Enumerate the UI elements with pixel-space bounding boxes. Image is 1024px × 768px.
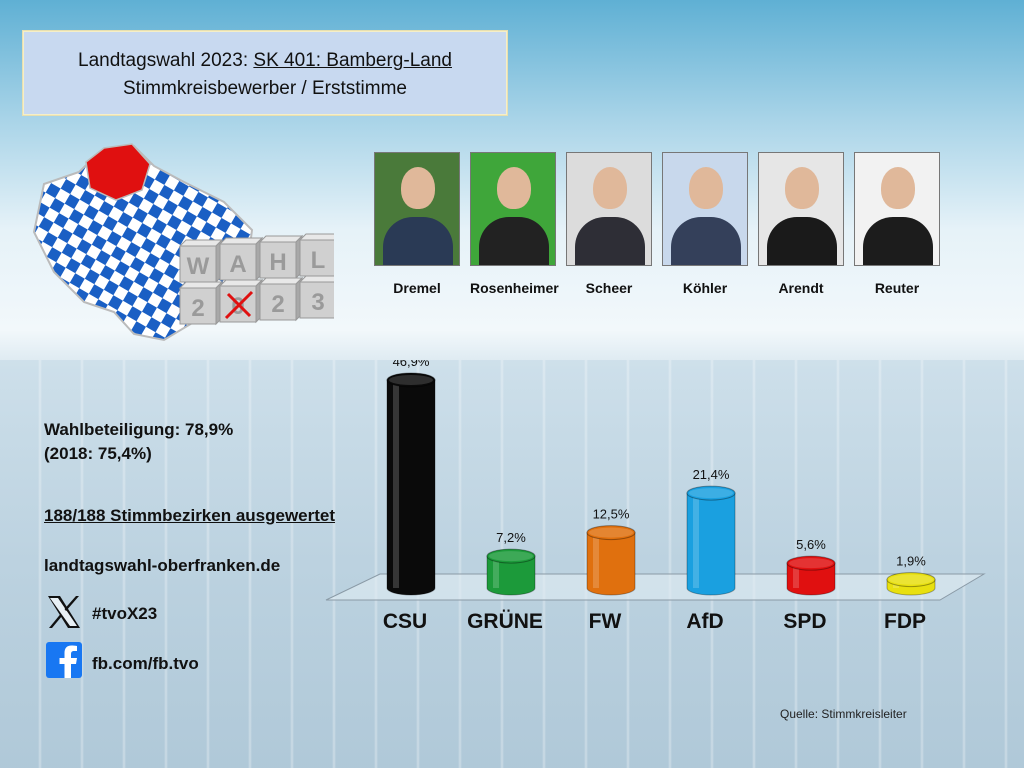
logo-cube-letter: 2 — [191, 295, 204, 322]
title-prefix: Landtagswahl 2023: — [78, 50, 254, 71]
source-note: Quelle: Stimmkreisleiter — [780, 707, 907, 721]
candidate-photo — [854, 152, 940, 266]
districts-status: 188/188 Stimmbezirken ausgewertet — [44, 506, 336, 525]
website-link[interactable]: landtagswahl-oberfranken.de — [44, 556, 281, 575]
candidate-name: Rosenheimer — [470, 280, 559, 296]
wahl-cubes: W A H L2 0 2 3 — [178, 233, 334, 326]
logo-cube-letter: 3 — [311, 289, 324, 316]
logo-cube-letter: A — [229, 251, 246, 278]
value-label: 46,9% — [393, 360, 430, 369]
category-label: SPD — [783, 610, 826, 633]
bavaria-map-logo: W A H L2 0 2 3 — [32, 143, 334, 342]
bar-spd — [786, 555, 836, 596]
title-box: Landtagswahl 2023: SK 401: Bamberg-Land … — [22, 30, 508, 116]
candidate-card: Arendt — [758, 152, 844, 296]
bar-grüne — [486, 548, 536, 596]
value-label: 21,4% — [693, 467, 730, 482]
bar-afd — [686, 485, 736, 596]
logo-cube-letter: H — [269, 249, 286, 276]
facebook-handle[interactable]: fb.com/fb.tvo — [92, 654, 199, 673]
page-title: Landtagswahl 2023: SK 401: Bamberg-Land — [23, 47, 507, 75]
candidate-name: Köhler — [682, 280, 728, 296]
results-chart: 46,9% CSU 7,2% GRÜNE 12,5% FW 21,4% AfD 5,6% SPD 1… — [325, 360, 986, 633]
value-label: 1,9% — [896, 554, 926, 569]
logo-cube: 0 — [218, 278, 264, 324]
x-handle[interactable]: #tvoX23 — [92, 604, 158, 623]
bar-fw — [586, 525, 636, 596]
category-label: FW — [589, 610, 622, 633]
logo-cube: A — [218, 236, 264, 282]
candidate-photo — [662, 152, 748, 266]
logo-cube-letter: L — [311, 247, 326, 274]
category-label: FDP — [884, 610, 926, 633]
candidate-name: Dremel — [393, 280, 441, 296]
value-label: 5,6% — [796, 537, 826, 552]
logo-cube: 3 — [298, 275, 334, 319]
candidate-photo — [470, 152, 556, 266]
bar-csu — [386, 372, 436, 596]
category-label: GRÜNE — [467, 610, 543, 633]
candidate-card: Köhler — [662, 152, 748, 296]
category-label: CSU — [383, 610, 427, 633]
turnout-block: Wahlbeteiligung: 78,9% (2018: 75,4%) — [44, 418, 233, 466]
value-label: 12,5% — [593, 507, 630, 522]
candidate-card: Scheer — [566, 152, 652, 296]
candidate-photo — [566, 152, 652, 266]
candidate-name: Arendt — [778, 280, 824, 296]
oberfranken-region — [85, 143, 151, 201]
ballot-cross-icon — [224, 290, 254, 320]
value-label: 7,2% — [496, 530, 526, 545]
logo-cube-letter: 2 — [271, 291, 284, 318]
candidate-photo — [374, 152, 460, 266]
bar-fdp — [886, 572, 936, 596]
category-label: AfD — [686, 610, 723, 633]
candidate-card: Rosenheimer — [470, 152, 559, 296]
candidate-card: Dremel — [374, 152, 460, 296]
page-subtitle: Stimmkreisbewerber / Erststimme — [123, 78, 407, 99]
facebook-icon[interactable] — [46, 642, 82, 678]
turnout-previous: (2018: 75,4%) — [44, 444, 152, 463]
candidate-name: Scheer — [585, 280, 633, 296]
logo-cube: H — [258, 234, 304, 280]
turnout-text: Wahlbeteiligung: 78,9% — [44, 420, 234, 439]
logo-cube: L — [298, 233, 334, 277]
logo-cube: W — [178, 238, 224, 284]
title-link[interactable]: SK 401: Bamberg-Land — [253, 50, 452, 71]
candidate-card: Reuter — [854, 152, 940, 296]
logo-cube-letter: W — [187, 253, 210, 280]
candidate-photo — [758, 152, 844, 266]
logo-cube: 2 — [258, 276, 304, 322]
candidate-name: Reuter — [874, 280, 920, 296]
x-logo-icon[interactable] — [46, 594, 82, 630]
logo-cube: 2 — [178, 280, 224, 326]
